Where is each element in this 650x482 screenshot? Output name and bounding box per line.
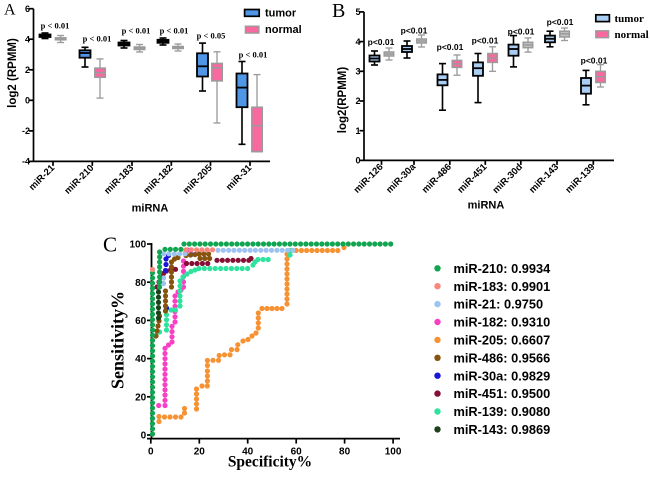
svg-text:miR-21: 0.9750: miR-21: 0.9750 — [454, 297, 544, 312]
svg-text:40: 40 — [135, 354, 147, 365]
svg-text:2: 2 — [25, 65, 30, 75]
svg-text:p<0.01: p<0.01 — [368, 37, 395, 47]
svg-text:miR-486: 0.9566: miR-486: 0.9566 — [454, 350, 551, 365]
svg-text:miR-205: 0.6607: miR-205: 0.6607 — [454, 333, 551, 348]
svg-text:Sensitivity%: Sensitivity% — [108, 291, 128, 389]
svg-text:p < 0.01: p < 0.01 — [160, 25, 189, 35]
svg-text:miR-451: 0.9500: miR-451: 0.9500 — [454, 386, 551, 401]
svg-text:p<0.01: p<0.01 — [581, 56, 608, 66]
svg-text:tumor: tumor — [615, 13, 644, 25]
svg-text:miR-183: 0.9901: miR-183: 0.9901 — [454, 279, 551, 294]
svg-text:p < 0.01: p < 0.01 — [122, 25, 151, 35]
svg-text:C: C — [103, 233, 117, 257]
svg-text:Specificity%: Specificity% — [228, 454, 312, 471]
svg-text:-4: -4 — [22, 157, 30, 167]
svg-text:20: 20 — [194, 447, 206, 458]
svg-text:5: 5 — [355, 7, 360, 17]
svg-text:normal: normal — [615, 29, 649, 41]
svg-text:3: 3 — [355, 67, 360, 77]
svg-text:100: 100 — [385, 447, 402, 458]
svg-text:60: 60 — [135, 316, 147, 327]
svg-text:miR-182: 0.9310: miR-182: 0.9310 — [454, 315, 551, 330]
svg-text:6: 6 — [25, 4, 30, 14]
svg-text:p < 0.01: p < 0.01 — [239, 49, 268, 59]
svg-text:0: 0 — [141, 431, 147, 442]
svg-text:B: B — [332, 0, 345, 22]
svg-text:80: 80 — [339, 447, 351, 458]
svg-text:p<0.01: p<0.01 — [401, 25, 428, 35]
svg-text:miRNA: miRNA — [468, 199, 505, 211]
svg-text:100: 100 — [130, 240, 147, 251]
svg-text:-2: -2 — [22, 126, 30, 136]
svg-text:miRNA: miRNA — [132, 202, 169, 214]
svg-text:20: 20 — [135, 392, 147, 403]
svg-text:p < 0.05: p < 0.05 — [197, 30, 226, 40]
svg-text:0: 0 — [148, 447, 154, 458]
svg-text:4: 4 — [25, 34, 30, 44]
svg-text:miR-139: 0.9080: miR-139: 0.9080 — [454, 404, 551, 419]
svg-text:60: 60 — [291, 447, 303, 458]
svg-text:tumor: tumor — [265, 7, 297, 19]
svg-text:A: A — [4, 2, 16, 19]
svg-text:log2(RPMM): log2(RPMM) — [337, 67, 349, 134]
svg-text:p<0.01: p<0.01 — [547, 17, 574, 27]
svg-text:4: 4 — [355, 37, 360, 47]
svg-text:p<0.01: p<0.01 — [508, 27, 535, 37]
svg-text:p<0.01: p<0.01 — [472, 36, 499, 46]
svg-text:40: 40 — [242, 447, 254, 458]
svg-text:1: 1 — [355, 126, 360, 136]
svg-text:p < 0.01: p < 0.01 — [41, 20, 70, 30]
svg-text:miR-30a: 0.9829: miR-30a: 0.9829 — [454, 368, 551, 383]
svg-text:normal: normal — [265, 24, 302, 36]
svg-text:p<0.01: p<0.01 — [437, 42, 464, 52]
svg-text:0: 0 — [25, 96, 30, 106]
svg-text:2: 2 — [355, 96, 360, 106]
svg-text:80: 80 — [135, 278, 147, 289]
svg-text:p < 0.01: p < 0.01 — [83, 33, 112, 43]
svg-text:miR-143: 0.9869: miR-143: 0.9869 — [454, 422, 551, 437]
svg-text:log2 (RPMM): log2 (RPMM) — [7, 38, 19, 108]
svg-text:miR-210: 0.9934: miR-210: 0.9934 — [454, 261, 552, 276]
svg-text:0: 0 — [355, 156, 360, 166]
